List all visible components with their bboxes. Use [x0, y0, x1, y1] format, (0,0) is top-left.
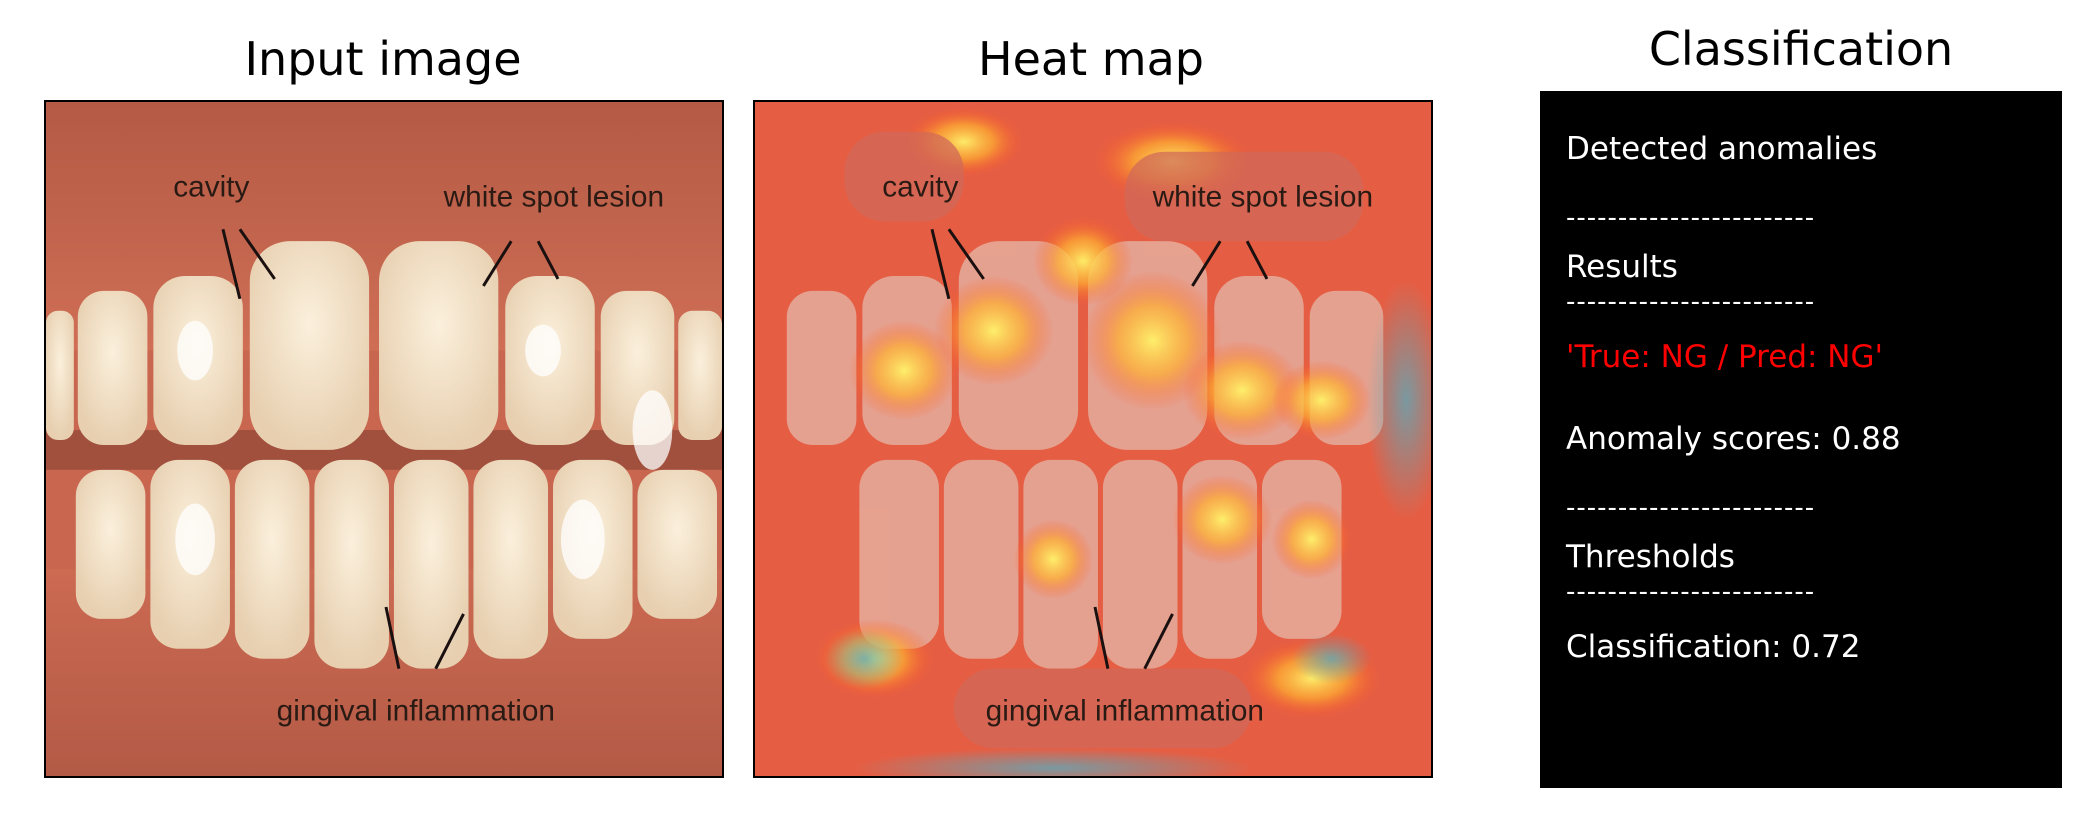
separator: ------------------------	[1566, 203, 1815, 233]
classification-threshold: Classification: 0.72	[1566, 629, 1860, 665]
input-image: cavity white spot lesion gingival inflam…	[44, 100, 724, 778]
white-spot-lesion-label: white spot lesion	[443, 180, 664, 213]
cavity-label: cavity	[173, 170, 249, 203]
heatmap-gingival-inflammation-label: gingival inflammation	[986, 694, 1264, 727]
thresholds-label: Thresholds	[1566, 539, 1735, 575]
heat-map-title: Heat map	[752, 32, 1430, 86]
separator: ------------------------	[1566, 577, 1815, 607]
teeth-photo: cavity white spot lesion gingival inflam…	[46, 102, 722, 776]
detected-anomalies-label: Detected anomalies	[1566, 131, 1877, 167]
anomaly-score: Anomaly scores: 0.88	[1566, 421, 1901, 457]
classification-title: Classification	[1540, 22, 2062, 76]
separator: ------------------------	[1566, 287, 1815, 317]
heat-map-overlay: cavity white spot lesion gingival inflam…	[755, 102, 1431, 776]
results-label: Results	[1566, 249, 1678, 285]
input-image-title: Input image	[44, 32, 722, 86]
heat-map-image: cavity white spot lesion gingival inflam…	[753, 100, 1433, 778]
separator: ------------------------	[1566, 493, 1815, 523]
heatmap-cavity-label: cavity	[882, 170, 958, 203]
heatmap-white-spot-lesion-label: white spot lesion	[1152, 180, 1373, 213]
classification-panel: Detected anomalies ---------------------…	[1540, 91, 2062, 788]
gingival-inflammation-label: gingival inflammation	[277, 694, 555, 727]
prediction-result: 'True: NG / Pred: NG'	[1566, 339, 1883, 375]
